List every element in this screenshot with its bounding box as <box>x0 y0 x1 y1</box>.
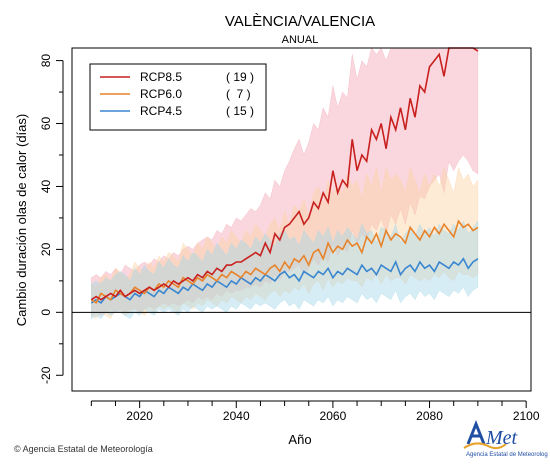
legend-label: RCP8.5 <box>140 70 182 84</box>
legend-count: ( 19 ) <box>226 70 254 84</box>
logo-caption: Agencia Estatal de Meteorología <box>466 452 548 458</box>
aemet-logo: Met Agencia Estatal de Meteorología <box>462 418 550 460</box>
plot-frame <box>71 47 532 392</box>
x-axis: 2020 2040 2060 2080 2100 <box>90 400 540 423</box>
legend-label: RCP4.5 <box>140 104 182 118</box>
x-tick-label: 2040 <box>223 409 250 423</box>
y-tick-label: 0 <box>39 309 53 316</box>
chart-subtitle: ANUAL <box>282 34 319 46</box>
footer-credit-text: Agencia Estatal de Meteorología <box>22 444 153 454</box>
footer-credit: © Agencia Estatal de Meteorología <box>14 444 153 454</box>
copyright-icon: © <box>14 444 21 454</box>
x-tick-label: 2060 <box>320 409 347 423</box>
line-rcp60 <box>90 219 479 305</box>
svg-text:Met: Met <box>485 427 518 449</box>
band-rcp85 <box>91 47 479 316</box>
legend: RCP8.5 ( 19 ) RCP6.0 ( 7 ) RCP4.5 ( 15 ) <box>89 63 267 131</box>
y-tick-label: 60 <box>39 117 53 131</box>
x-tick-label: 2080 <box>416 409 443 423</box>
x-axis-label: Año <box>288 432 311 447</box>
legend-label: RCP6.0 <box>140 87 182 101</box>
series-lines <box>90 47 479 305</box>
y-axis-label: Cambio duración olas de calor (días) <box>14 114 29 326</box>
x-tick-label: 2100 <box>513 409 540 423</box>
y-tick-label: 40 <box>39 179 53 193</box>
legend-count: ( 15 ) <box>226 104 254 118</box>
line-rcp85 <box>90 47 479 301</box>
y-tick-label: 80 <box>39 54 53 68</box>
x-tick-label: 2020 <box>126 409 153 423</box>
legend-count: ( 7 ) <box>226 87 251 101</box>
y-tick-label: 20 <box>39 242 53 256</box>
y-tick-label: -20 <box>39 366 53 384</box>
chart-title: VALÈNCIA/VALENCIA <box>225 13 375 30</box>
y-axis: -20 0 20 40 60 80 <box>39 54 64 384</box>
legend-box <box>89 63 267 131</box>
line-rcp45 <box>90 257 479 304</box>
